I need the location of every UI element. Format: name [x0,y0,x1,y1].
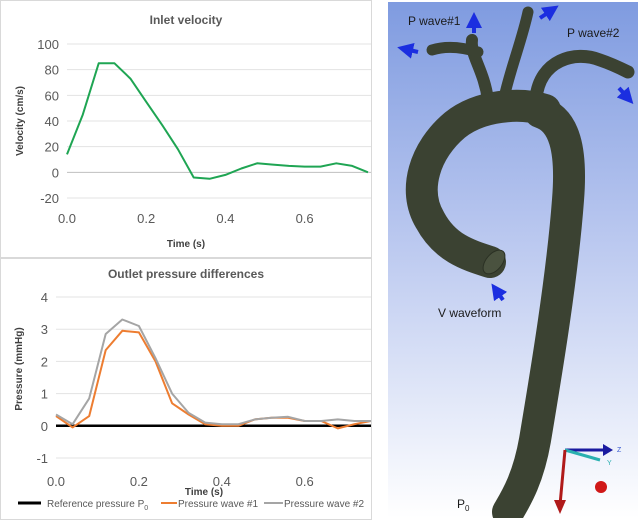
legend: Reference pressure P0 Pressure wave #1 P… [18,499,364,512]
label-v-waveform: V waveform [438,306,501,320]
arrow-icon [619,88,628,98]
y-tick-label: 60 [45,88,59,103]
arrow-icon [496,290,503,300]
arrow-icon [540,10,552,18]
x-tick-label: 0.0 [47,474,65,489]
y-tick-label: 100 [37,37,59,52]
chart-title: Outlet pressure differences [108,267,264,281]
y-tick-label: 0 [52,165,59,180]
y-tick-label: 4 [41,290,48,305]
inlet-velocity-chart: Inlet velocity 100 80 60 40 20 0 -20 0.0 0.2 0.4 0… [0,0,372,258]
outlet-pressure-svg: Outlet pressure differences 4 3 2 1 0 -1 0.0 0.… [1,259,371,519]
y-tick-label: 20 [45,140,59,155]
x-tick-label: 0.2 [130,474,148,489]
vessel [422,12,628,512]
y-tick-label: 0 [41,419,48,434]
series-line-2 [56,320,371,425]
x-tick-label: 0.4 [216,211,234,226]
x-tick-label: 0.2 [137,211,155,226]
y-tick-label: 40 [45,114,59,129]
y-tick-label: 1 [41,387,48,402]
x-axis-label: Time (s) [167,239,205,250]
aorta-mesh-model: P wave#1 P wave#2 V waveform P0 Z Y [388,2,638,518]
legend-label-reference: Reference pressure P0 [47,499,148,512]
x-axis-label: Time (s) [185,487,223,498]
chart-title: Inlet velocity [150,13,223,27]
y-tick-label: 3 [41,322,48,337]
axis-z-label: Z [617,447,622,454]
label-p0: P0 [457,497,470,513]
axis-triad: Z Y [554,444,622,514]
arrow-icon [405,49,418,52]
y-tick-label: 2 [41,354,48,369]
legend-label-wave1: Pressure wave #1 [178,499,258,510]
y-axis-label: Pressure (mmHg) [14,327,25,410]
x-tick-label: 0.0 [58,211,76,226]
y-axis-label: Velocity (cm/s) [15,86,26,156]
x-tick-label: 0.6 [296,211,314,226]
aorta-svg: P wave#1 P wave#2 V waveform P0 Z Y [388,2,638,518]
y-tick-label: 80 [45,63,59,78]
inlet-velocity-svg: Inlet velocity 100 80 60 40 20 0 -20 0.0 0.2 0.4 0… [1,1,371,257]
label-p-wave-1: P wave#1 [408,14,461,28]
legend-label-wave2: Pressure wave #2 [284,499,364,510]
x-tick-label: 0.6 [296,474,314,489]
y-tick-label: -20 [40,191,59,206]
y-tick-label: -1 [36,451,48,466]
axis-y-label: Y [607,460,612,467]
label-p-wave-2: P wave#2 [567,26,620,40]
outlet-pressure-chart: Outlet pressure differences 4 3 2 1 0 -1 0.0 0.… [0,258,372,520]
